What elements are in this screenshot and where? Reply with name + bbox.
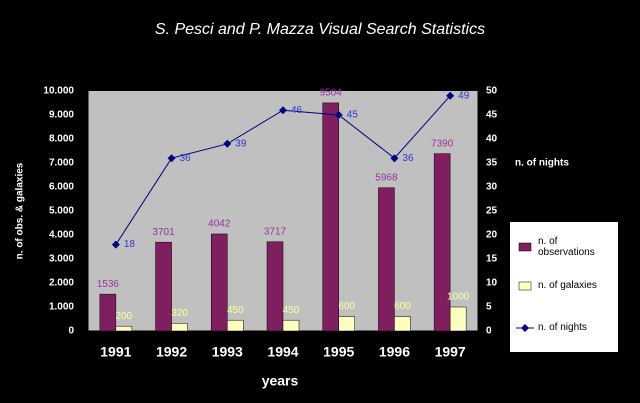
- marker: [223, 139, 232, 148]
- y-tick-label: 2.000: [49, 278, 74, 289]
- legend-label: n. of nights: [538, 322, 587, 333]
- data-label: 9504: [320, 88, 343, 99]
- legend-item: n. of galaxies: [516, 280, 616, 291]
- bar: [115, 325, 133, 332]
- bar: [338, 316, 355, 332]
- data-label: 450: [283, 305, 300, 316]
- legend-box: [518, 281, 532, 290]
- data-label: 5968: [375, 172, 398, 183]
- data-label: 320: [171, 308, 188, 319]
- chart-title: S. Pesci and P. Mazza Visual Search Stat…: [155, 21, 485, 38]
- data-label: 3717: [264, 226, 287, 237]
- x-axis-title: years: [262, 373, 299, 389]
- bar: [99, 293, 117, 332]
- marker: [446, 91, 455, 100]
- y2-tick-label: 5: [486, 302, 492, 313]
- y-tick-label: 6.000: [49, 182, 74, 193]
- y2-tick-label: 30: [486, 182, 498, 193]
- bar: [449, 306, 467, 332]
- y2-tick-label: 25: [486, 206, 498, 217]
- bar: [322, 102, 339, 332]
- marker: [279, 106, 287, 115]
- x-tick-label: 1994: [267, 344, 298, 360]
- data-label: 18: [124, 239, 136, 250]
- y-tick-label: 7.000: [49, 158, 74, 169]
- x-tick-label: 1995: [323, 344, 354, 360]
- y2-tick-label: 10: [486, 278, 498, 289]
- bar: [155, 241, 172, 332]
- y2-tick-label: 50: [486, 86, 498, 97]
- data-label: 200: [116, 311, 133, 322]
- data-label: 36: [180, 153, 192, 164]
- data-label: 7390: [431, 138, 454, 149]
- y2-tick-label: 45: [486, 110, 498, 121]
- bar: [394, 316, 411, 332]
- bar: [378, 187, 395, 332]
- y2-tick-label: 35: [486, 158, 498, 169]
- marker: [334, 111, 343, 119]
- y2-axis-title: n. of nights: [515, 158, 569, 169]
- y-tick-label: 3.000: [49, 254, 74, 265]
- y-tick-label: 0: [68, 326, 74, 337]
- legend-box: [518, 242, 532, 252]
- legend-marker: [521, 323, 529, 332]
- data-label: 39: [235, 138, 247, 149]
- bar: [266, 241, 284, 332]
- data-label: 46: [291, 105, 303, 116]
- legend-item: n. of observations: [516, 236, 616, 258]
- y2-tick-label: 15: [486, 254, 498, 265]
- y2-tick-label: 20: [486, 230, 498, 241]
- x-tick-label: 1991: [100, 344, 131, 360]
- data-label: 1536: [97, 279, 120, 290]
- data-label: 600: [394, 301, 411, 312]
- y-tick-label: 4.000: [49, 230, 74, 241]
- y2-tick-label: 0: [486, 326, 492, 337]
- bar: [227, 319, 244, 332]
- y-tick-label: 9.000: [49, 110, 74, 121]
- x-tick-label: 1996: [379, 344, 410, 360]
- marker: [111, 240, 120, 249]
- data-label: 4042: [208, 219, 231, 230]
- legend-label: n. of observations: [538, 236, 595, 258]
- legend-swatch: [518, 281, 532, 290]
- bar: [433, 153, 451, 332]
- x-tick-label: 1993: [212, 344, 243, 360]
- y2-tick-label: 40: [486, 134, 498, 145]
- data-label: 36: [402, 153, 414, 164]
- y-axis-title: n. of obs. & galaxies: [15, 162, 26, 259]
- y-tick-label: 8.000: [49, 134, 74, 145]
- legend: n. of observations n. of galaxies n. of ni…: [510, 222, 618, 352]
- legend-swatch: [518, 242, 532, 252]
- data-label: 49: [458, 90, 470, 101]
- data-label: 45: [347, 110, 359, 121]
- bar: [282, 319, 300, 332]
- marker: [167, 154, 176, 163]
- data-label: 1000: [447, 292, 470, 303]
- y-tick-label: 10.000: [43, 86, 74, 97]
- x-tick-label: 1997: [435, 344, 466, 360]
- legend-item: n. of nights: [516, 322, 616, 333]
- data-label: 600: [338, 301, 355, 312]
- legend-label: n. of galaxies: [538, 280, 597, 291]
- bar: [171, 323, 188, 332]
- x-tick-label: 1992: [156, 344, 187, 360]
- marker: [390, 154, 399, 163]
- legend-swatch: [516, 323, 534, 332]
- y-tick-label: 1.000: [49, 302, 74, 313]
- data-label: 3701: [152, 227, 175, 238]
- bar: [211, 233, 228, 332]
- y-tick-label: 5.000: [49, 206, 74, 217]
- data-label: 450: [227, 305, 244, 316]
